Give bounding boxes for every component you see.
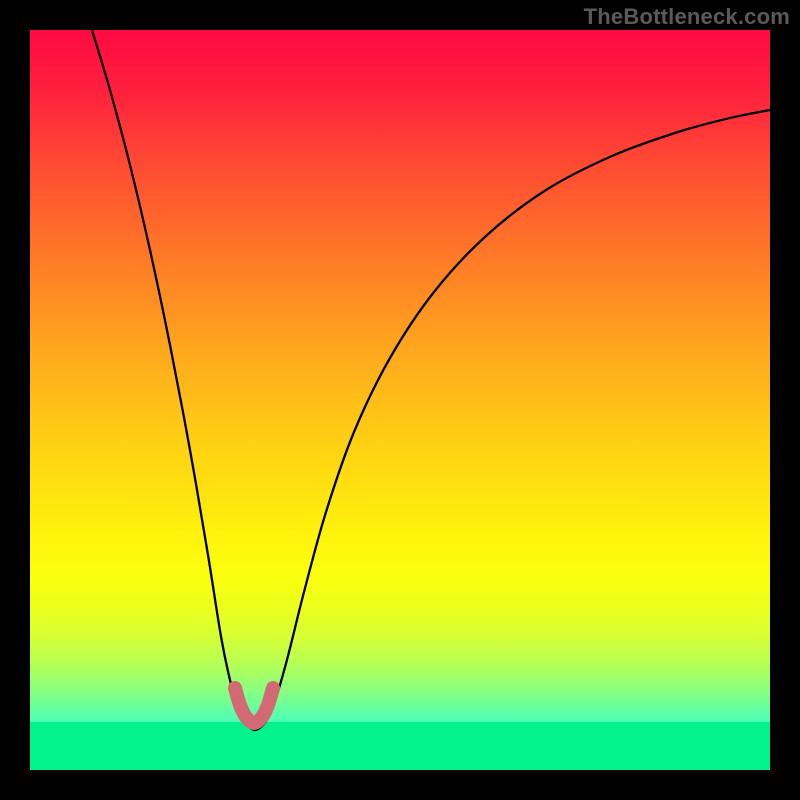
bottom-band [30, 722, 770, 770]
plot-svg [30, 30, 770, 770]
chart-frame: TheBottleneck.com [0, 0, 800, 800]
watermark-text: TheBottleneck.com [584, 4, 790, 30]
gradient-bg [30, 30, 770, 770]
plot-area [30, 30, 770, 770]
